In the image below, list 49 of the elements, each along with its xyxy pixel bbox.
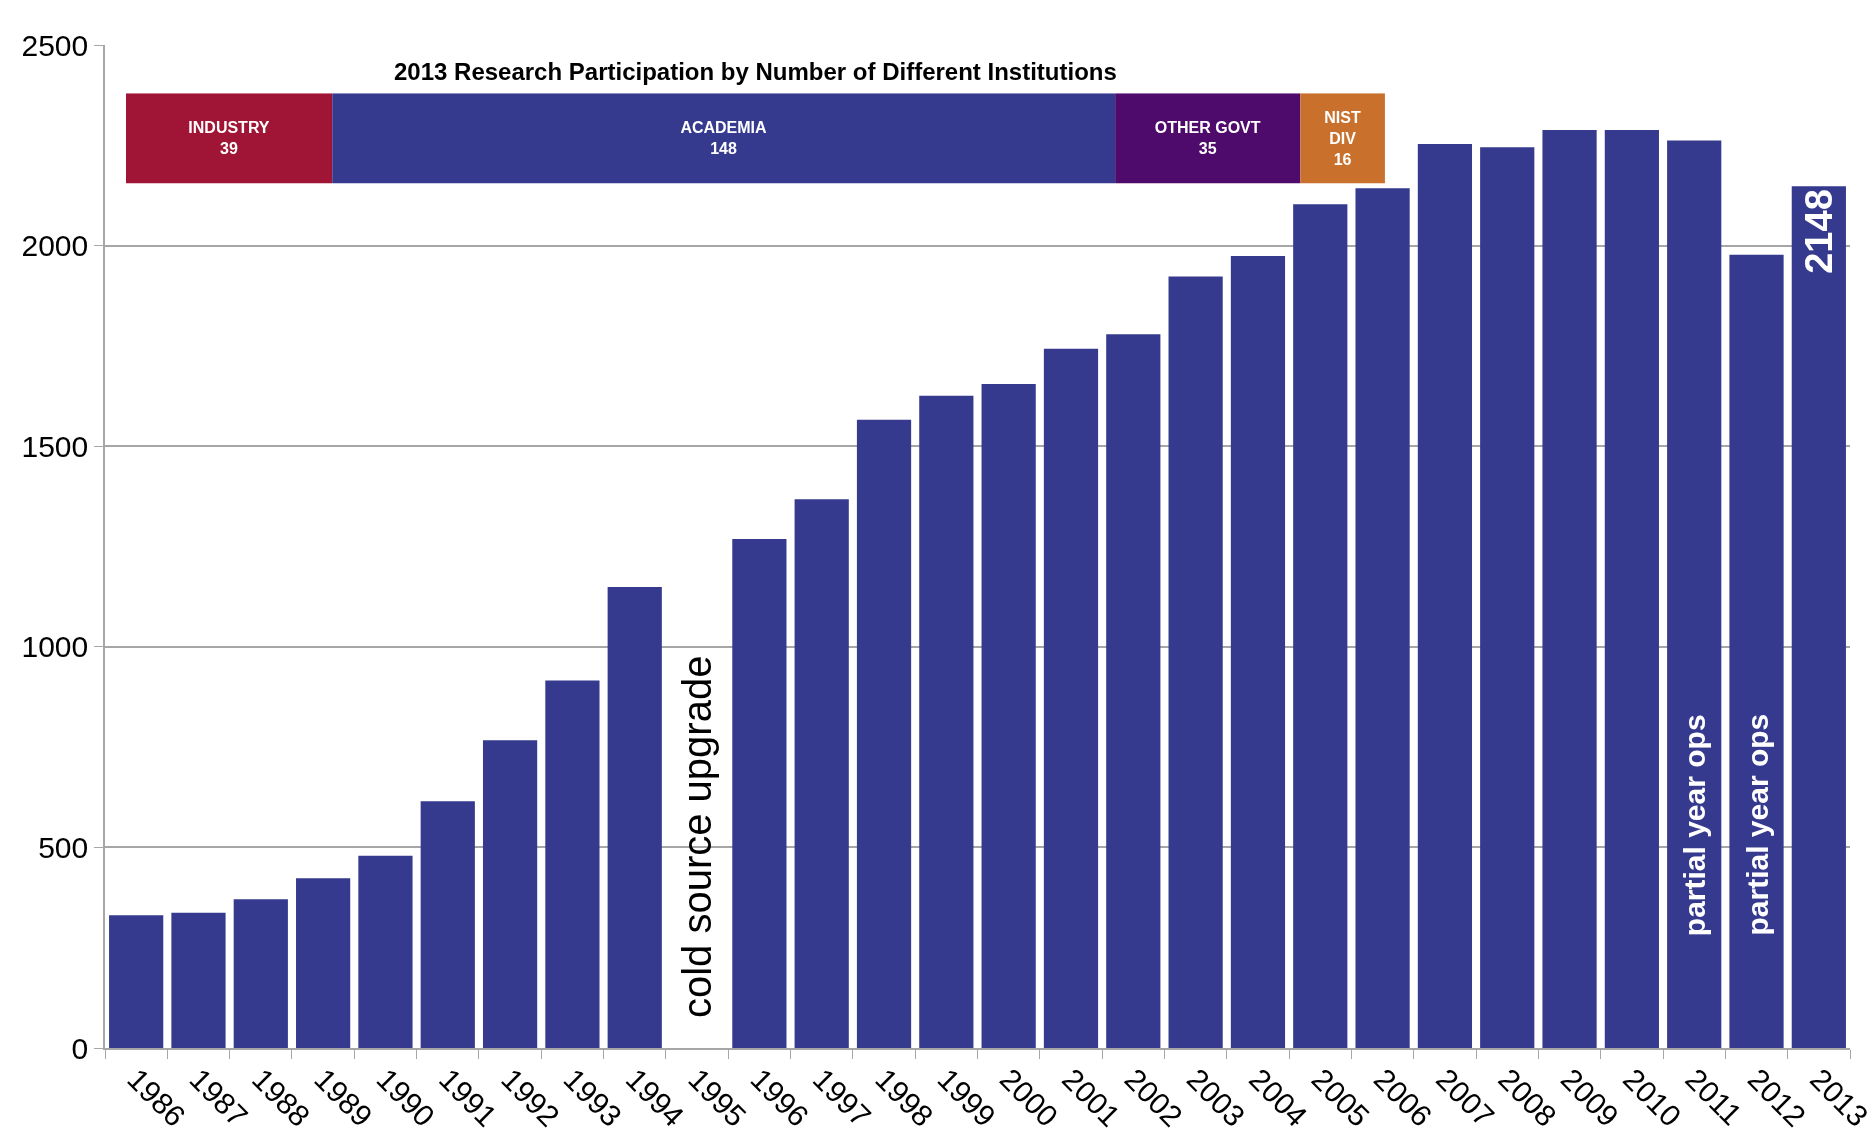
- bar: [1542, 130, 1597, 1048]
- bar: [607, 587, 662, 1048]
- data-label: 2148: [1797, 189, 1840, 274]
- bar: [1729, 254, 1784, 1048]
- bar: [420, 801, 475, 1048]
- data-label: 16: [1333, 150, 1352, 168]
- bar: [1604, 130, 1659, 1048]
- bar: [1043, 348, 1099, 1048]
- bar: [332, 93, 1116, 184]
- bar: [171, 912, 226, 1048]
- data-label: 148: [710, 140, 737, 158]
- series-label: NIST DIV: [1324, 108, 1361, 147]
- bar: [1115, 93, 1301, 184]
- y-tick-label: 1500: [21, 429, 89, 463]
- annotation: partial year ops: [1678, 714, 1712, 937]
- bar: [125, 93, 333, 184]
- y-tick-label: 2000: [21, 229, 89, 263]
- bar: [1791, 186, 1846, 1048]
- bar: [358, 855, 413, 1048]
- series-label: ACADEMIA: [680, 119, 768, 137]
- bar: [732, 538, 787, 1048]
- annotation: cold source upgrade: [675, 655, 720, 1019]
- bar: [1355, 188, 1410, 1048]
- series-label: OTHER GOVT: [1154, 119, 1261, 137]
- bar: [1480, 147, 1535, 1048]
- y-tick-label: 2500: [21, 28, 89, 62]
- bar: [794, 499, 849, 1048]
- bar: [1667, 140, 1722, 1048]
- bar: [109, 915, 164, 1048]
- bar: [296, 878, 351, 1048]
- data-label: 35: [1198, 140, 1217, 158]
- bar: [482, 740, 538, 1048]
- chart-title: 2013 Research Participation by Number of Different Institutions: [394, 58, 1117, 85]
- bar: [1168, 276, 1223, 1048]
- bar: [545, 680, 600, 1048]
- bar: [981, 384, 1036, 1048]
- y-tick-label: 1000: [21, 630, 89, 664]
- annotation: partial year ops: [1740, 713, 1774, 936]
- data-label: 39: [220, 140, 238, 158]
- y-tick-label: 500: [38, 830, 89, 864]
- bar: [856, 419, 912, 1048]
- bar: [1230, 256, 1286, 1048]
- bar: [233, 899, 288, 1048]
- series-label: INDUSTRY: [188, 119, 270, 137]
- bar: [1417, 144, 1473, 1048]
- bar: [919, 395, 974, 1048]
- bar: [1106, 334, 1161, 1048]
- y-tick-label: 0: [71, 1031, 89, 1065]
- bar: [1293, 204, 1348, 1048]
